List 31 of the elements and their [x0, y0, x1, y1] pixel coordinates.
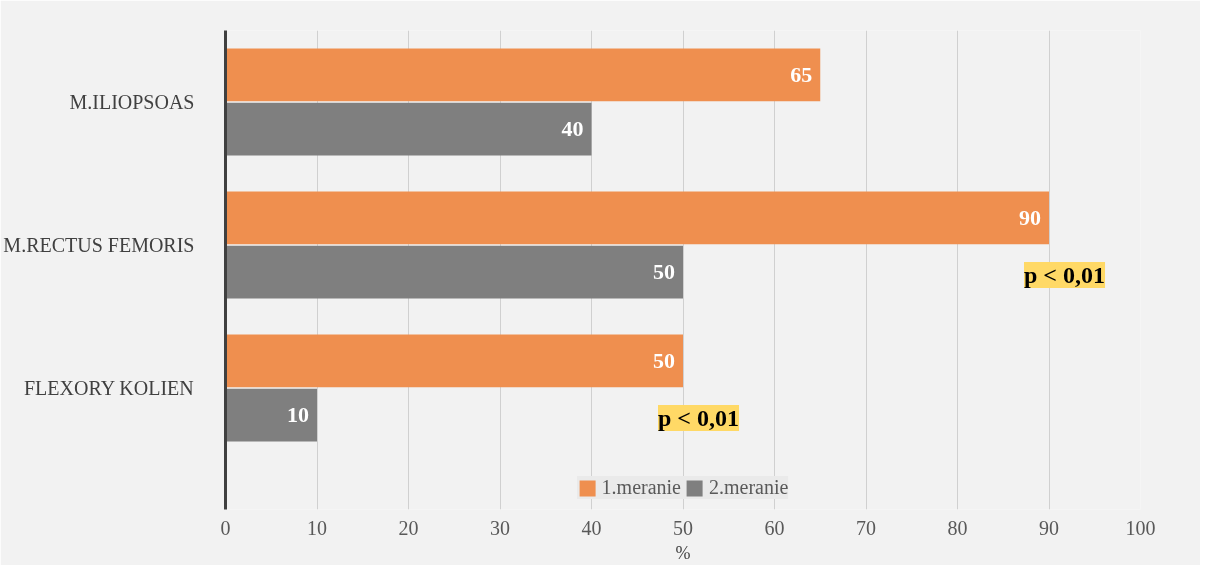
- data-label: 50: [653, 259, 675, 285]
- data-label: 90: [1019, 204, 1041, 230]
- bar: [225, 245, 683, 299]
- data-label: 50: [653, 347, 675, 373]
- data-label: 40: [561, 116, 584, 142]
- data-label: 10: [287, 402, 309, 428]
- bar: [225, 48, 821, 102]
- data-label: 65: [790, 61, 813, 87]
- x-tick-label: 60: [764, 516, 785, 539]
- bar: [225, 102, 592, 156]
- bar: [225, 334, 683, 388]
- bar: [225, 191, 1049, 245]
- x-tick-label: 20: [398, 516, 419, 539]
- annotation: p < 0,01: [658, 404, 740, 431]
- y-tick-label: M.RECTUS FEMORIS: [3, 233, 195, 256]
- x-tick-label: 70: [856, 516, 876, 539]
- x-tick-label: 30: [490, 516, 510, 539]
- x-tick-label: 80: [947, 516, 968, 539]
- x-tick-label: 40: [581, 516, 602, 539]
- y-tick-label: M.ILIOPSOAS: [69, 90, 195, 113]
- x-tick-label: 100: [1125, 516, 1156, 539]
- legend-label: 2.meranie: [709, 476, 789, 499]
- x-tick-label: 0: [220, 516, 231, 539]
- bar: [225, 388, 317, 442]
- x-tick-label: 50: [673, 516, 693, 539]
- x-axis-title: %: [675, 542, 691, 563]
- annotation: p < 0,01: [1024, 261, 1106, 288]
- legend-label: 1.meranie: [601, 476, 681, 499]
- x-tick-label: 90: [1039, 516, 1059, 539]
- y-tick-label: FLEXORY KOLIEN: [23, 376, 194, 399]
- x-tick-label: 10: [307, 516, 327, 539]
